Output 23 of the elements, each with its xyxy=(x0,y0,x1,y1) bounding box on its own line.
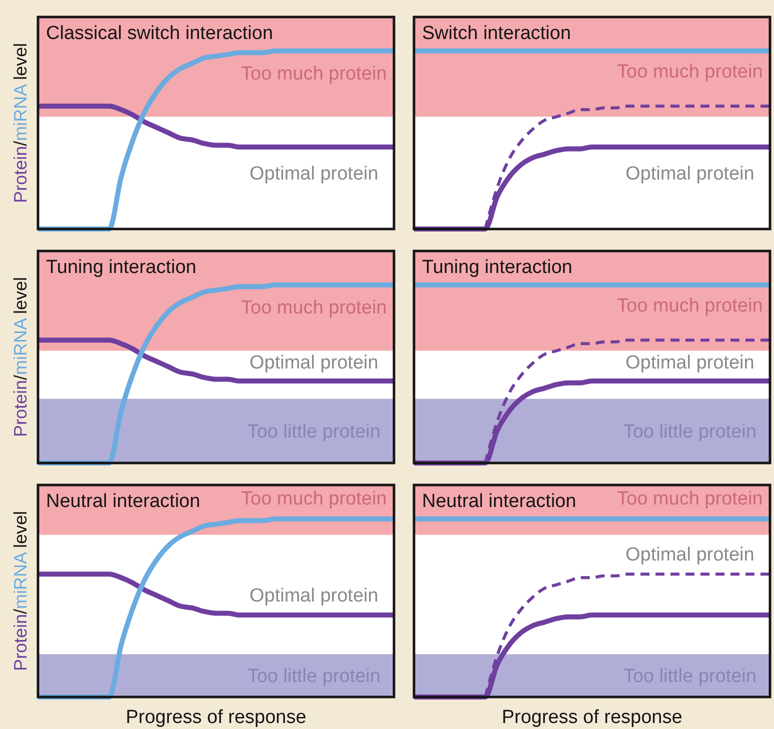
band-label: Optimal protein xyxy=(625,544,754,566)
band-label: Optimal protein xyxy=(625,163,754,184)
chart-title: Classical switch interaction xyxy=(46,23,274,44)
band-label: Optimal protein xyxy=(249,163,378,184)
band-label: Optimal protein xyxy=(249,352,378,374)
chart-title: Tuning interaction xyxy=(46,257,196,278)
band-label: Optimal protein xyxy=(249,586,378,607)
x-axis-title: Progress of response xyxy=(126,707,306,728)
chart-title: Switch interaction xyxy=(422,23,571,44)
band-label: Optimal protein xyxy=(625,352,754,374)
band-label: Too much protein xyxy=(241,298,387,319)
chart-title: Neutral interaction xyxy=(46,491,200,512)
chart-title: Tuning interaction xyxy=(422,257,572,278)
band-label: Too much protein xyxy=(617,488,763,510)
x-axis-title: Progress of response xyxy=(502,707,682,728)
y-axis-title: Protein/miRNA level xyxy=(10,510,30,672)
band-label: Too much protein xyxy=(617,296,763,317)
band-label: Too much protein xyxy=(617,62,763,83)
band-label: Too much protein xyxy=(241,64,387,85)
band-label: Too much protein xyxy=(241,488,387,510)
chart-title: Neutral interaction xyxy=(422,491,576,512)
y-axis-title: Protein/miRNA level xyxy=(10,42,30,204)
y-axis-title: Protein/miRNA level xyxy=(10,276,30,438)
